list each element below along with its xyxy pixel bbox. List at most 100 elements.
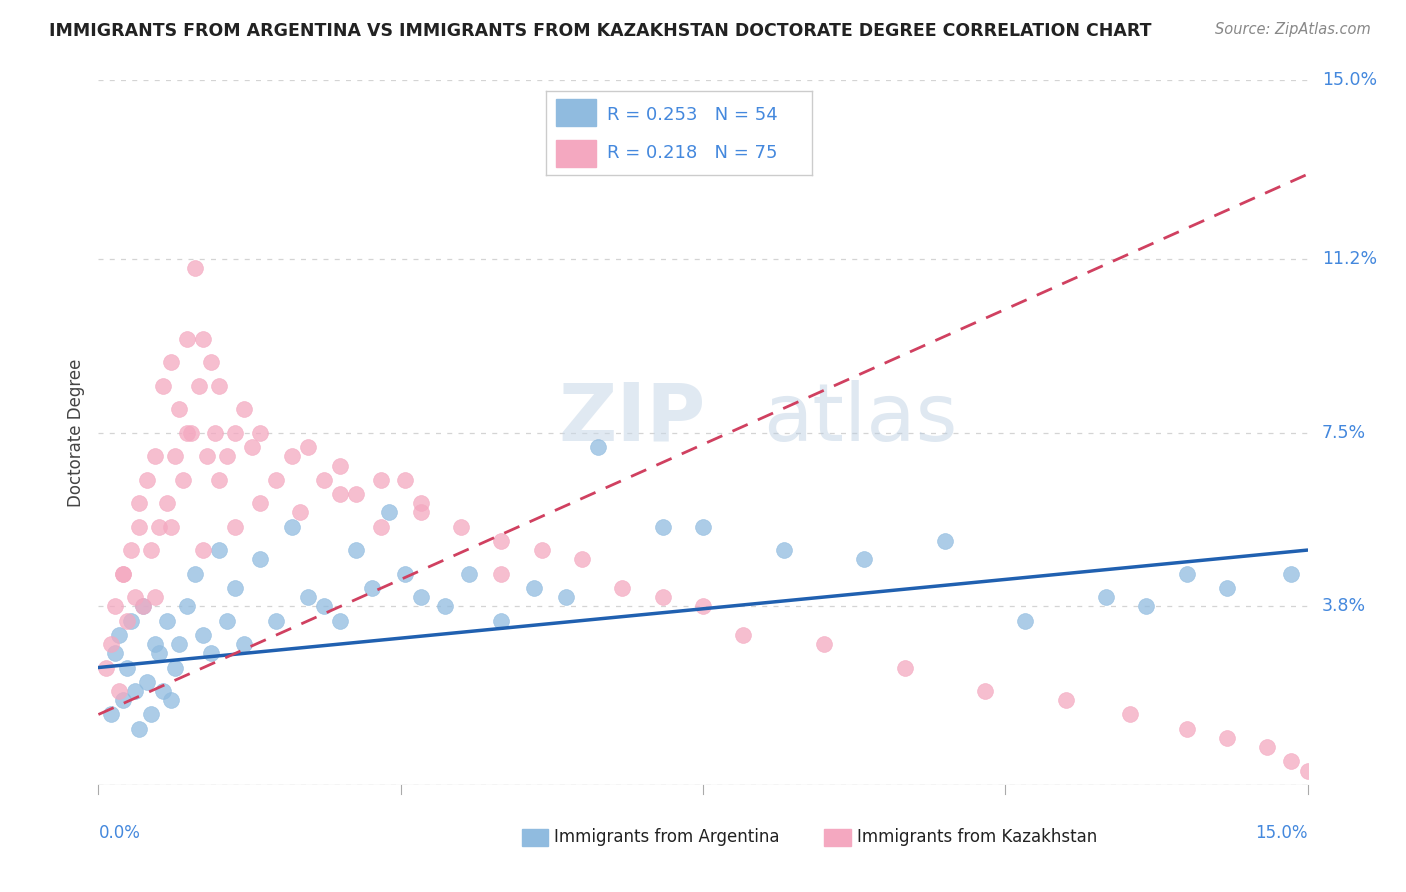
Point (128, 519, 150, 533)
Point (314, 473, 336, 487)
Point (344, 486, 367, 500)
Point (160, 519, 183, 533)
Point (143, 590, 166, 604)
Point (450, 519, 472, 533)
Point (139, 707, 162, 722)
Point (103, 647, 125, 661)
Point (1135, 599, 1157, 614)
Point (297, 590, 319, 604)
Point (193, 543, 215, 558)
Point (115, 614, 138, 628)
Point (409, 506, 432, 520)
Point (163, 660, 186, 674)
Point (240, 440, 263, 454)
Point (135, 473, 157, 487)
Point (111, 566, 134, 581)
Point (184, 261, 207, 276)
Point (96, 660, 118, 674)
Point (103, 599, 125, 614)
Point (344, 543, 367, 558)
Text: ZIP: ZIP (558, 379, 706, 458)
Point (530, 543, 553, 558)
Point (128, 496, 150, 510)
Point (139, 543, 162, 558)
Point (1175, 722, 1198, 736)
Point (180, 425, 202, 440)
Point (377, 506, 399, 520)
Point (111, 566, 134, 581)
Point (288, 506, 311, 520)
Point (107, 684, 129, 698)
Point (612, 581, 634, 595)
Point (1014, 614, 1036, 628)
Point (651, 519, 673, 533)
Text: 11.2%: 11.2% (1322, 250, 1378, 268)
Point (156, 496, 179, 510)
Point (974, 684, 997, 698)
Point (217, 614, 239, 628)
Point (184, 566, 207, 581)
Point (124, 684, 146, 698)
Point (523, 581, 546, 595)
Point (249, 496, 271, 510)
Point (224, 425, 246, 440)
Point (176, 599, 198, 614)
Point (143, 637, 166, 651)
Point (111, 693, 134, 707)
Point (409, 590, 432, 604)
Y-axis label: Doctorate Degree: Doctorate Degree (66, 359, 84, 507)
Text: Source: ZipAtlas.com: Source: ZipAtlas.com (1215, 22, 1371, 37)
Point (200, 355, 222, 369)
Text: 15.0%: 15.0% (1322, 71, 1378, 89)
Point (224, 519, 246, 533)
Point (249, 425, 271, 440)
Point (176, 425, 198, 440)
Point (124, 590, 146, 604)
Point (208, 473, 231, 487)
Point (176, 332, 198, 346)
Point (394, 566, 416, 581)
Point (692, 519, 714, 533)
Text: atlas: atlas (763, 379, 957, 458)
Point (370, 519, 392, 533)
Point (1054, 693, 1077, 707)
Point (208, 543, 231, 558)
Point (152, 378, 174, 392)
Point (160, 693, 183, 707)
Point (329, 486, 352, 500)
Point (167, 637, 190, 651)
Point (200, 647, 222, 661)
Point (281, 449, 304, 463)
Text: 15.0%: 15.0% (1256, 823, 1308, 842)
Point (132, 599, 155, 614)
Point (1119, 707, 1142, 722)
Point (135, 674, 157, 689)
Point (361, 581, 384, 595)
Text: 3.8%: 3.8% (1322, 598, 1367, 615)
Bar (824, 829, 851, 847)
Bar (522, 829, 548, 847)
Point (281, 519, 304, 533)
Point (148, 647, 170, 661)
Text: Immigrants from Kazakhstan: Immigrants from Kazakhstan (856, 828, 1097, 847)
Point (651, 590, 673, 604)
Point (193, 332, 215, 346)
Point (204, 425, 226, 440)
Point (115, 660, 138, 674)
Point (148, 519, 170, 533)
Point (1281, 566, 1303, 581)
Point (100, 637, 122, 651)
Point (1216, 581, 1239, 595)
Point (163, 449, 186, 463)
Point (370, 473, 392, 487)
Point (100, 707, 122, 722)
Point (132, 599, 155, 614)
Point (172, 473, 194, 487)
Point (733, 627, 755, 641)
Point (1216, 731, 1239, 745)
Point (586, 440, 609, 454)
Text: 0.0%: 0.0% (98, 823, 141, 842)
Point (1175, 566, 1198, 581)
Point (208, 378, 231, 392)
Text: 7.5%: 7.5% (1322, 424, 1367, 442)
